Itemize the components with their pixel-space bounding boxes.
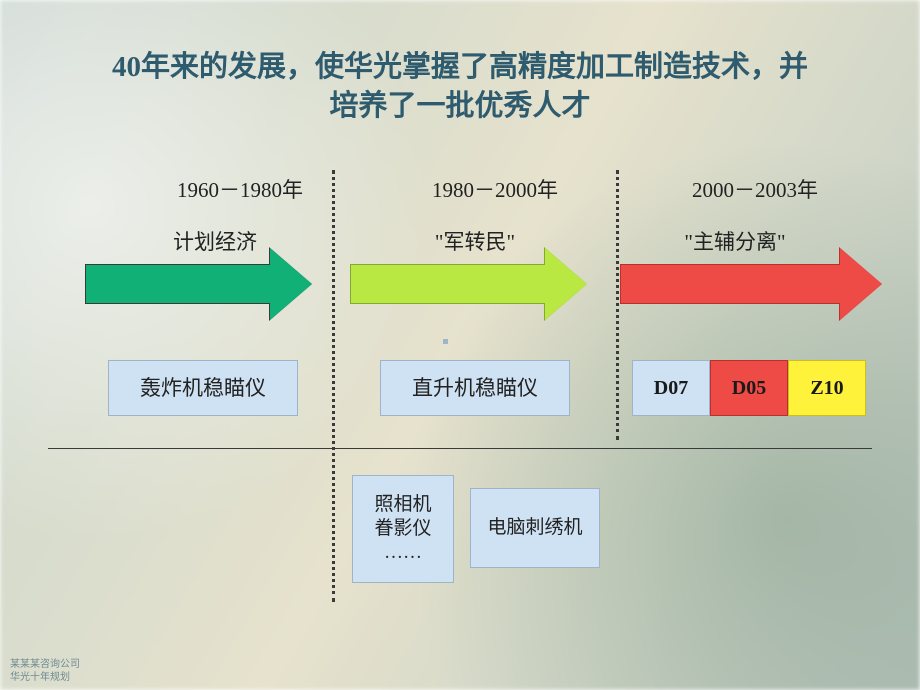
arrow-3	[620, 248, 882, 320]
slide: { "title": { "line1": "40年来的发展，使华光掌握了高精度…	[0, 0, 920, 690]
title-line1: 40年来的发展，使华光掌握了高精度加工制造技术，并	[112, 51, 808, 83]
period-2: 1980－2000年	[395, 174, 595, 204]
arrow-1	[85, 248, 312, 320]
code-box-Z10: Z10	[788, 360, 866, 416]
slide-title: 40年来的发展，使华光掌握了高精度加工制造技术，并 培养了一批优秀人才	[0, 48, 920, 126]
title-line2: 培养了一批优秀人才	[329, 90, 590, 122]
civil-product-box-1: 照相机 眷影仪 ……	[352, 475, 454, 583]
code-box-D07: D07	[632, 360, 710, 416]
vertical-divider-1	[332, 170, 335, 602]
vertical-divider-2	[616, 170, 619, 440]
product-box-1: 轰炸机稳瞄仪	[108, 360, 298, 416]
code-box-D05: D05	[710, 360, 788, 416]
period-1: 1960－1980年	[140, 174, 340, 204]
civil-product-box-2: 电脑刺绣机	[470, 488, 600, 568]
product-box-2: 直升机稳瞄仪	[380, 360, 570, 416]
arrow-2	[350, 248, 587, 320]
period-3: 2000－2003年	[655, 174, 855, 204]
horizontal-divider	[48, 448, 872, 449]
decorative-dot	[443, 339, 448, 344]
footer-note: 某某某咨询公司 华光十年规划	[10, 659, 80, 684]
